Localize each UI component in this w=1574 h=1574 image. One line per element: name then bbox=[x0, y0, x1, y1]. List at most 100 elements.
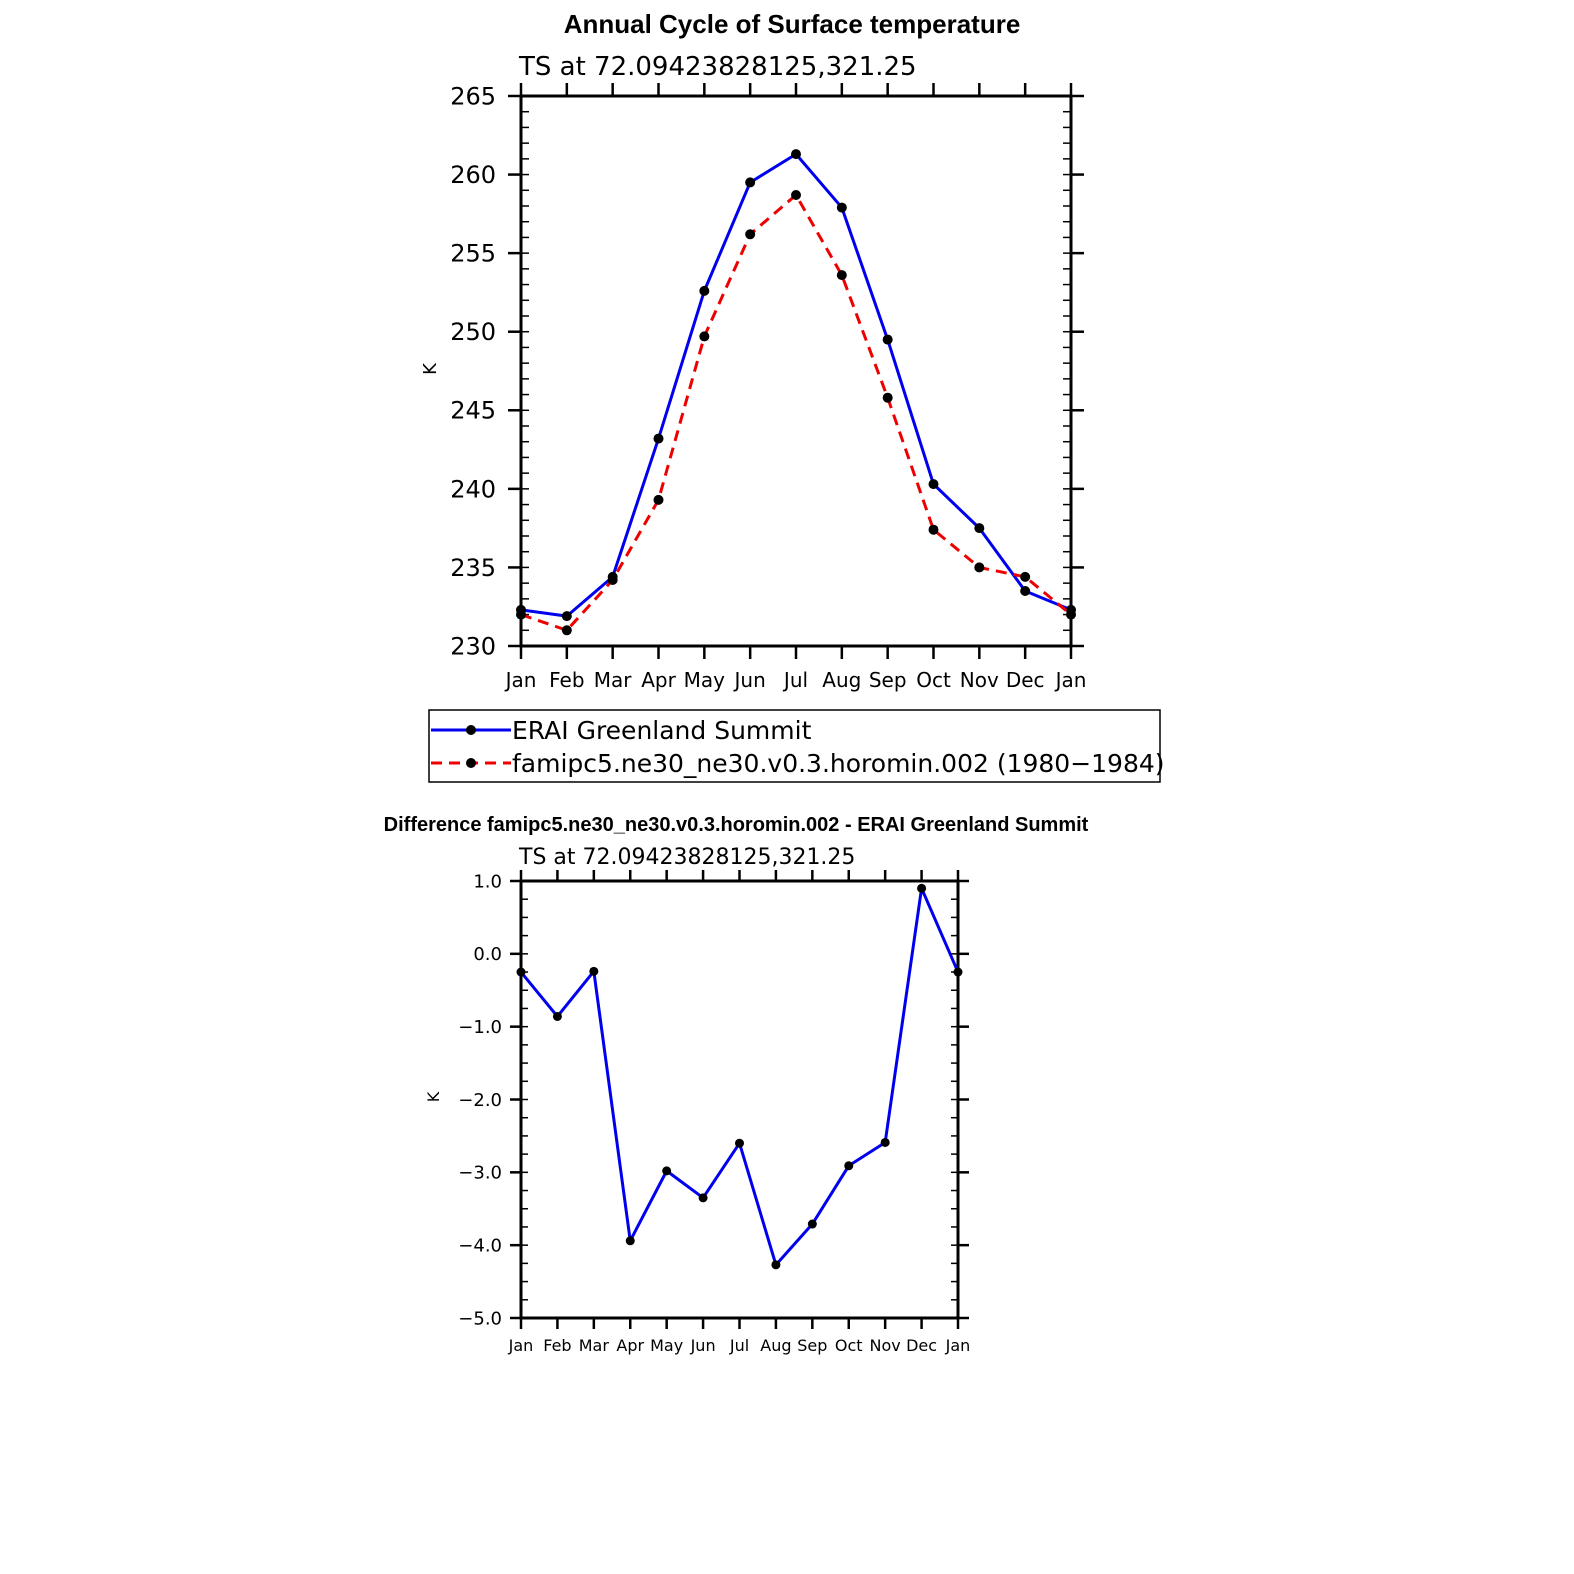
data-point bbox=[928, 479, 939, 490]
x-tick-label: Oct bbox=[835, 1336, 863, 1355]
y-tick-label: 250 bbox=[450, 318, 496, 346]
data-point bbox=[771, 1260, 781, 1270]
x-tick-label: Mar bbox=[594, 668, 633, 692]
data-point bbox=[561, 625, 572, 636]
chart-title: Difference famipc5.ne30_ne30.v0.3.horomi… bbox=[384, 814, 1089, 836]
difference-chart: Difference famipc5.ne30_ne30.v0.3.horomi… bbox=[384, 814, 1089, 1355]
y-tick-label: −2.0 bbox=[458, 1090, 502, 1111]
y-tick-label: −1.0 bbox=[458, 1017, 502, 1038]
y-tick-label: 255 bbox=[450, 240, 496, 268]
annual-cycle-chart: Annual Cycle of Surface temperature TS a… bbox=[420, 9, 1165, 783]
axes: Jan Feb Mar Apr May Jun Jul Aug Sep Oct Nov Dec Jan 2… bbox=[450, 82, 1086, 692]
legend-box bbox=[428, 709, 1161, 783]
data-point bbox=[699, 331, 710, 342]
data-point bbox=[516, 609, 526, 620]
data-point bbox=[589, 966, 599, 976]
data-point bbox=[836, 270, 847, 281]
x-tick-label: Nov bbox=[870, 1336, 901, 1355]
data-point bbox=[882, 334, 893, 345]
x-tick-label: Jun bbox=[733, 668, 766, 692]
data-point bbox=[607, 575, 618, 585]
y-tick-label: 245 bbox=[450, 397, 496, 425]
y-tick-label: 235 bbox=[450, 554, 496, 582]
y-axis-label: K bbox=[424, 1091, 443, 1102]
y-axis-label: K bbox=[420, 362, 441, 375]
axes: Jan Feb Mar Apr May Jun Jul Aug Sep Oct Nov Dec Jan−… bbox=[458, 870, 970, 1355]
data-point bbox=[974, 562, 985, 573]
x-tick-label: May bbox=[684, 668, 726, 692]
data-point bbox=[953, 967, 963, 977]
x-tick-label: Jun bbox=[690, 1336, 716, 1355]
x-tick-label: Sep bbox=[797, 1336, 827, 1355]
series-layer bbox=[516, 149, 1076, 636]
x-tick-label: Dec bbox=[1006, 668, 1045, 692]
data-point bbox=[791, 190, 801, 200]
chart-subtitle: TS at 72.09423828125,321.25 bbox=[518, 845, 855, 870]
data-point bbox=[699, 285, 710, 296]
legend-model-marker bbox=[466, 758, 476, 768]
x-tick-label: Feb bbox=[549, 668, 584, 692]
data-point bbox=[974, 523, 985, 534]
x-tick-label: Nov bbox=[960, 668, 999, 692]
legend-erai-marker bbox=[466, 725, 476, 735]
data-point bbox=[745, 229, 756, 240]
data-point bbox=[516, 967, 526, 977]
data-point bbox=[552, 1011, 562, 1021]
x-tick-label: Jan bbox=[508, 1336, 534, 1355]
legend-erai-label: ERAI Greenland Summit bbox=[512, 716, 812, 745]
x-tick-label: Feb bbox=[543, 1336, 571, 1355]
data-point bbox=[844, 1161, 854, 1171]
data-point bbox=[880, 1137, 890, 1147]
data-point bbox=[625, 1236, 635, 1246]
data-point bbox=[791, 149, 801, 160]
chart-subtitle: TS at 72.09423828125,321.25 bbox=[518, 52, 917, 82]
chart-title: Annual Cycle of Surface temperature bbox=[564, 9, 1021, 39]
data-point bbox=[1020, 586, 1031, 596]
y-tick-label: 1.0 bbox=[473, 871, 502, 892]
x-tick-label: Oct bbox=[916, 668, 951, 692]
y-tick-label: 260 bbox=[450, 161, 496, 189]
x-tick-label: Jan bbox=[1054, 668, 1087, 692]
y-tick-label: 0.0 bbox=[473, 944, 502, 965]
legend-model-label: famipc5.ne30_ne30.v0.3.horomin.002 (1980… bbox=[512, 749, 1165, 778]
data-point bbox=[561, 611, 572, 622]
x-tick-label: Aug bbox=[822, 668, 861, 692]
data-point bbox=[1020, 571, 1031, 582]
series-layer bbox=[516, 883, 963, 1270]
x-tick-label: Jul bbox=[729, 1336, 749, 1355]
data-point bbox=[745, 177, 756, 188]
x-tick-label: Aug bbox=[760, 1336, 791, 1355]
x-tick-label: Jan bbox=[504, 668, 537, 692]
plot-frame bbox=[519, 94, 1073, 648]
x-tick-label: Jul bbox=[782, 668, 808, 692]
x-tick-label: Apr bbox=[616, 1336, 644, 1355]
x-tick-label: Mar bbox=[579, 1336, 610, 1355]
data-point bbox=[653, 494, 664, 505]
y-tick-label: 240 bbox=[450, 475, 496, 503]
x-tick-label: Dec bbox=[906, 1336, 937, 1355]
data-point bbox=[836, 202, 847, 213]
series-line-0 bbox=[519, 886, 960, 1267]
data-point bbox=[653, 433, 664, 444]
data-point bbox=[735, 1138, 744, 1148]
data-point bbox=[698, 1193, 708, 1203]
y-tick-label: −4.0 bbox=[458, 1235, 502, 1256]
y-tick-label: −3.0 bbox=[458, 1163, 502, 1184]
x-tick-label: Sep bbox=[869, 668, 907, 692]
data-point bbox=[662, 1166, 672, 1176]
y-tick-label: 265 bbox=[450, 82, 496, 110]
x-tick-label: May bbox=[650, 1336, 683, 1355]
y-tick-label: −5.0 bbox=[458, 1308, 502, 1329]
data-point bbox=[917, 883, 927, 893]
legend: ERAI Greenland Summit famipc5.ne30_ne30.… bbox=[428, 709, 1165, 783]
x-tick-label: Apr bbox=[641, 668, 676, 692]
y-tick-label: 230 bbox=[450, 632, 496, 660]
x-tick-label: Jan bbox=[945, 1336, 971, 1355]
series-line-1 bbox=[520, 193, 1072, 632]
series-line-0 bbox=[520, 152, 1072, 618]
data-point bbox=[807, 1219, 817, 1229]
data-point bbox=[1066, 609, 1076, 620]
data-point bbox=[928, 524, 939, 535]
data-point bbox=[882, 392, 893, 403]
